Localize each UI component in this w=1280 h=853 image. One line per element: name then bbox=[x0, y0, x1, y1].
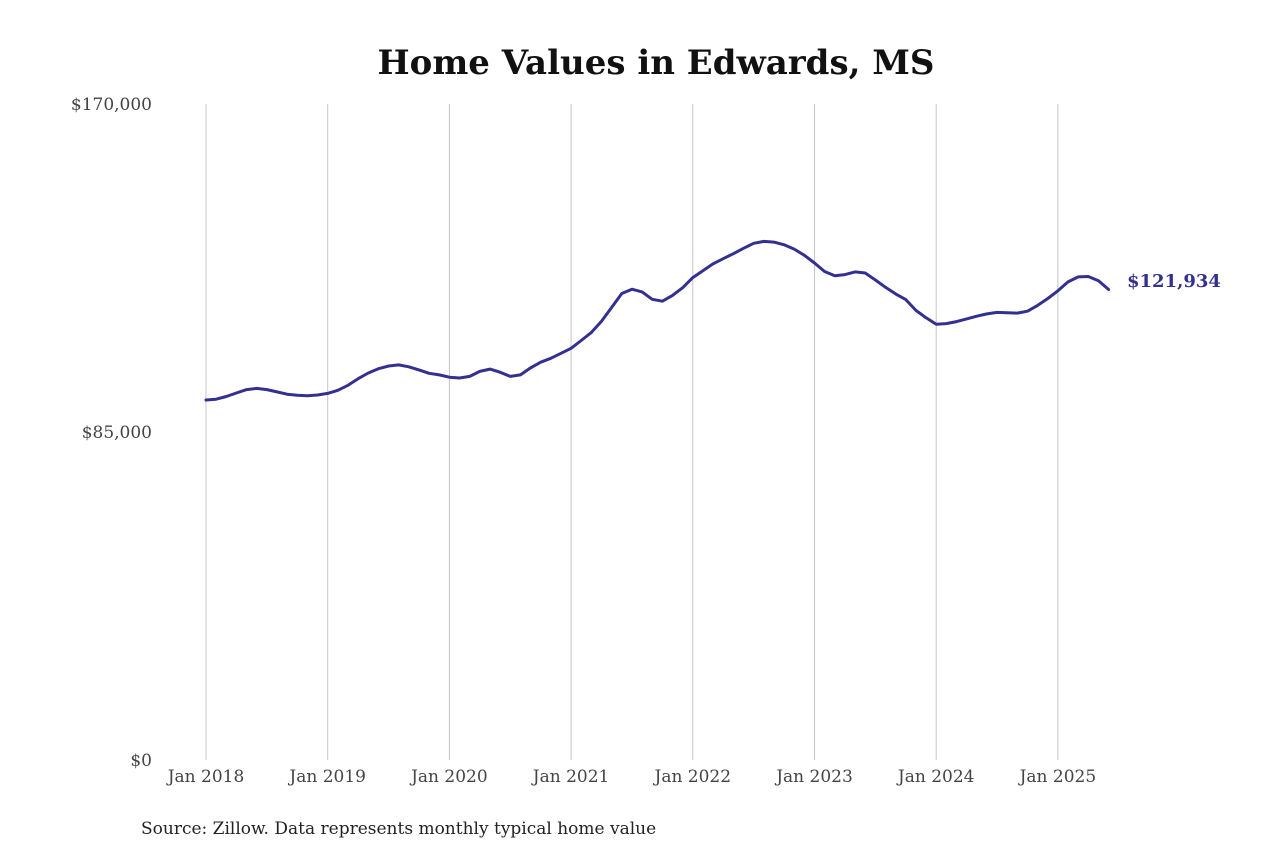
x-tick-label: Jan 2018 bbox=[166, 767, 245, 787]
y-axis: $0 $85,000 $170,000 bbox=[71, 95, 152, 771]
x-tick-label: Jan 2020 bbox=[409, 767, 488, 787]
end-value-label: $121,934 bbox=[1127, 271, 1221, 292]
x-tick-label: Jan 2025 bbox=[1018, 767, 1097, 787]
y-tick-label: $85,000 bbox=[82, 423, 152, 443]
x-tick-label: Jan 2024 bbox=[896, 767, 975, 787]
x-tick-label: Jan 2021 bbox=[531, 767, 610, 787]
x-tick-label: Jan 2023 bbox=[774, 767, 853, 787]
series-line-home-value bbox=[204, 239, 1111, 402]
grid-layer bbox=[205, 104, 1059, 760]
x-axis: Jan 2018 Jan 2019 Jan 2020 Jan 2021 Jan 2022… bbox=[166, 767, 1096, 787]
y-tick-label: $0 bbox=[130, 751, 152, 771]
x-tick-label: Jan 2019 bbox=[287, 767, 366, 787]
chart-title: Home Values in Edwards, MS bbox=[378, 43, 935, 83]
x-tick-label: Jan 2022 bbox=[653, 767, 732, 787]
y-tick-label: $170,000 bbox=[71, 95, 152, 115]
source-note: Source: Zillow. Data represents monthly … bbox=[141, 819, 656, 839]
